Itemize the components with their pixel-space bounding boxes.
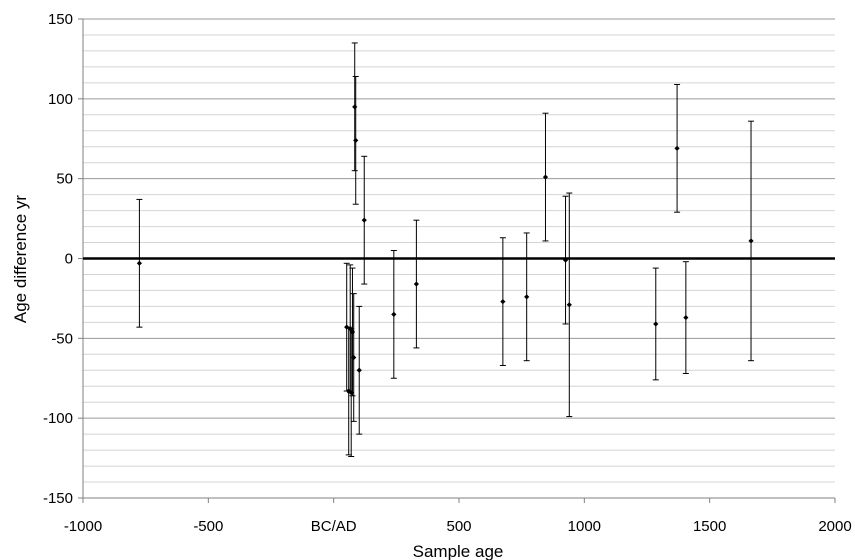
data-point	[674, 145, 680, 151]
y-tick-label: 100	[48, 91, 73, 108]
y-tick-label: -100	[43, 410, 73, 427]
data-point	[413, 281, 419, 287]
data-points	[136, 104, 754, 396]
data-point	[347, 326, 353, 332]
x-tick-labels: -1000 -500 BC/AD 500 1000 1500 2000	[64, 518, 852, 535]
x-tick-label: 2000	[818, 518, 851, 535]
data-point	[361, 217, 367, 223]
data-point	[542, 174, 549, 180]
data-point	[653, 321, 659, 327]
x-tick-label: 500	[446, 518, 471, 535]
data-point	[524, 294, 530, 300]
y-tick-label: 150	[48, 11, 73, 28]
data-point	[566, 302, 572, 308]
x-tick-label: BC/AD	[311, 518, 357, 535]
x-tick-label: 1000	[568, 518, 601, 535]
axes	[78, 18, 836, 503]
data-point	[748, 238, 754, 244]
x-tick-label: -500	[193, 518, 223, 535]
major-gridlines	[83, 18, 835, 419]
data-point	[391, 311, 397, 317]
y-tick-label: 50	[56, 171, 73, 188]
y-tick-labels: -150 -100 -50 0 50 100 150	[43, 11, 73, 507]
error-bars	[136, 42, 755, 457]
y-tick-label: 0	[65, 251, 73, 268]
data-point	[136, 260, 142, 266]
x-tick-label: 1500	[693, 518, 726, 535]
data-point	[356, 367, 362, 373]
data-point	[351, 354, 357, 361]
data-point	[353, 137, 359, 143]
data-point	[683, 314, 689, 321]
data-point	[500, 299, 506, 305]
y-tick-label: -50	[51, 330, 73, 347]
x-tick-label: -1000	[64, 518, 102, 535]
data-point	[349, 329, 356, 335]
data-point	[352, 104, 358, 110]
data-point	[348, 390, 354, 396]
x-axis-title: Sample age	[413, 542, 504, 560]
y-tick-label: -150	[43, 490, 73, 507]
y-axis-title: Age difference yr	[11, 195, 30, 324]
minor-gridlines	[83, 34, 835, 483]
data-point	[562, 257, 569, 263]
data-point	[344, 324, 350, 330]
